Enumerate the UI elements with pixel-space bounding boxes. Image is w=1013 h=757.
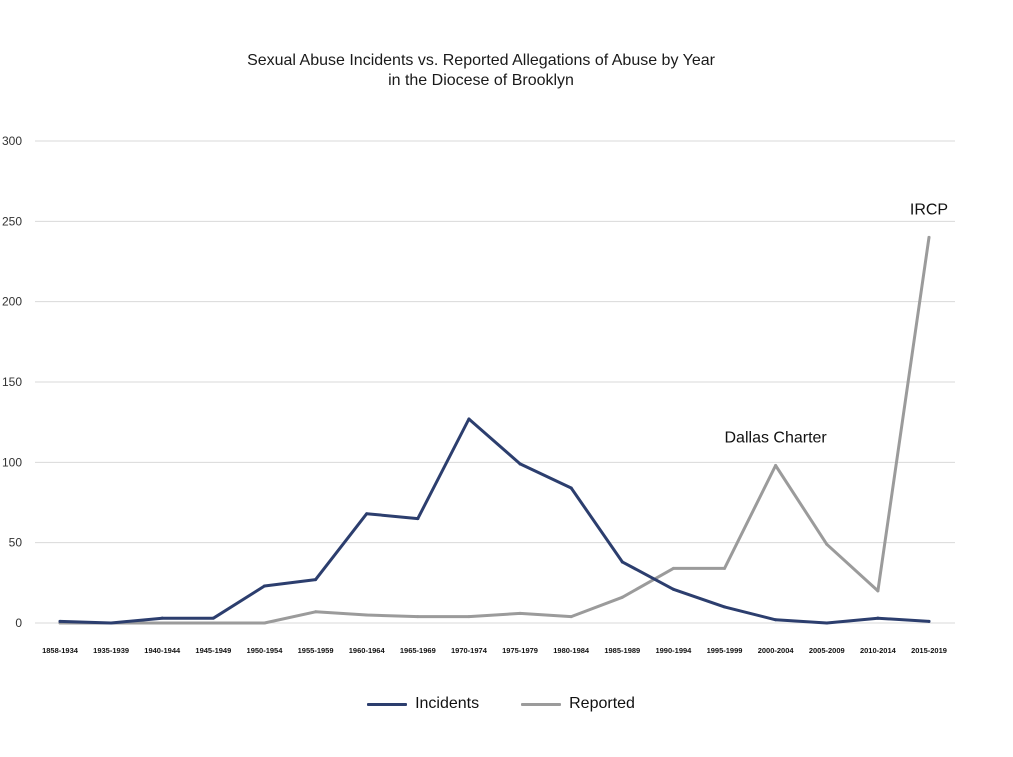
data-point-incidents bbox=[825, 621, 829, 625]
data-point-incidents bbox=[927, 619, 931, 623]
data-point-reported bbox=[569, 615, 573, 619]
x-axis-ticks: 1858-1934 1935-1939 1940-1944 1945-1949 1950… bbox=[42, 646, 947, 655]
data-point-incidents bbox=[262, 584, 266, 588]
x-tick-label: 1935-1939 bbox=[93, 646, 129, 655]
chart-title: Sexual Abuse Incidents vs. Reported Alle… bbox=[247, 52, 715, 69]
x-tick-label: 2000-2004 bbox=[758, 646, 795, 655]
y-tick-label: 50 bbox=[9, 536, 23, 550]
data-point-reported bbox=[467, 615, 471, 619]
x-tick-label: 2010-2014 bbox=[860, 646, 897, 655]
data-point-reported bbox=[365, 613, 369, 617]
data-point-reported bbox=[927, 235, 931, 239]
data-point-reported bbox=[262, 621, 266, 625]
data-point-incidents bbox=[160, 616, 164, 620]
legend-label-incidents: Incidents bbox=[415, 695, 480, 712]
annotation-label: IRCP bbox=[910, 201, 948, 218]
data-point-incidents bbox=[314, 578, 318, 582]
legend-label-reported: Reported bbox=[569, 695, 635, 712]
x-tick-label: 1858-1934 bbox=[42, 646, 79, 655]
x-tick-label: 2005-2009 bbox=[809, 646, 845, 655]
y-tick-label: 0 bbox=[15, 616, 22, 630]
legend-swatch-incidents bbox=[367, 702, 408, 706]
data-point-incidents bbox=[211, 616, 215, 620]
x-tick-label: 1945-1949 bbox=[195, 646, 231, 655]
x-tick-label: 1950-1954 bbox=[247, 646, 284, 655]
y-axis-ticks: 0 50 100 150 200 250 300 bbox=[2, 134, 22, 630]
data-point-incidents bbox=[365, 512, 369, 516]
data-point-incidents bbox=[518, 462, 522, 466]
x-tick-label: 1980-1984 bbox=[553, 646, 590, 655]
y-tick-label: 250 bbox=[2, 214, 22, 228]
annotations: Dallas Charter IRCP bbox=[725, 201, 949, 446]
data-point-incidents bbox=[723, 605, 727, 609]
data-point-reported bbox=[211, 621, 215, 625]
chart-subtitle: in the Diocese of Brooklyn bbox=[388, 72, 574, 89]
data-point-reported bbox=[876, 589, 880, 593]
data-point-reported bbox=[416, 615, 420, 619]
data-point-incidents bbox=[876, 616, 880, 620]
series-line-reported bbox=[58, 235, 931, 625]
y-tick-label: 100 bbox=[2, 455, 22, 469]
x-tick-label: 1960-1964 bbox=[349, 646, 386, 655]
x-tick-label: 1995-1999 bbox=[707, 646, 743, 655]
x-tick-label: 1985-1989 bbox=[604, 646, 640, 655]
data-point-reported bbox=[774, 464, 778, 468]
data-point-reported bbox=[723, 566, 727, 570]
data-point-incidents bbox=[774, 618, 778, 622]
data-point-reported bbox=[825, 542, 829, 546]
legend-item-incidents: Incidents bbox=[367, 695, 479, 713]
data-point-reported bbox=[314, 610, 318, 614]
x-tick-label: 1965-1969 bbox=[400, 646, 436, 655]
legend: Incidents Reported bbox=[0, 695, 1002, 713]
legend-item-reported: Reported bbox=[521, 695, 635, 713]
data-point-incidents bbox=[467, 417, 471, 421]
series-lines bbox=[58, 235, 931, 625]
data-point-incidents bbox=[671, 587, 675, 591]
data-point-incidents bbox=[109, 621, 113, 625]
x-tick-label: 1970-1974 bbox=[451, 646, 488, 655]
x-tick-label: 1975-1979 bbox=[502, 646, 538, 655]
y-tick-label: 200 bbox=[2, 295, 22, 309]
data-point-incidents bbox=[620, 560, 624, 564]
data-point-reported bbox=[620, 595, 624, 599]
data-point-reported bbox=[518, 611, 522, 615]
grid-lines bbox=[35, 140, 955, 624]
legend-swatch-reported bbox=[521, 702, 562, 706]
x-tick-label: 2015-2019 bbox=[911, 646, 947, 655]
y-tick-label: 150 bbox=[2, 375, 22, 389]
data-point-incidents bbox=[416, 517, 420, 521]
data-point-reported bbox=[160, 621, 164, 625]
data-point-reported bbox=[671, 566, 675, 570]
x-tick-label: 1955-1959 bbox=[298, 646, 334, 655]
x-tick-label: 1990-1994 bbox=[655, 646, 692, 655]
y-tick-label: 300 bbox=[2, 134, 22, 148]
annotation-label: Dallas Charter bbox=[725, 430, 828, 447]
x-tick-label: 1940-1944 bbox=[144, 646, 181, 655]
data-point-incidents bbox=[58, 619, 62, 623]
series-line-incidents bbox=[58, 417, 931, 625]
data-point-incidents bbox=[569, 486, 573, 490]
